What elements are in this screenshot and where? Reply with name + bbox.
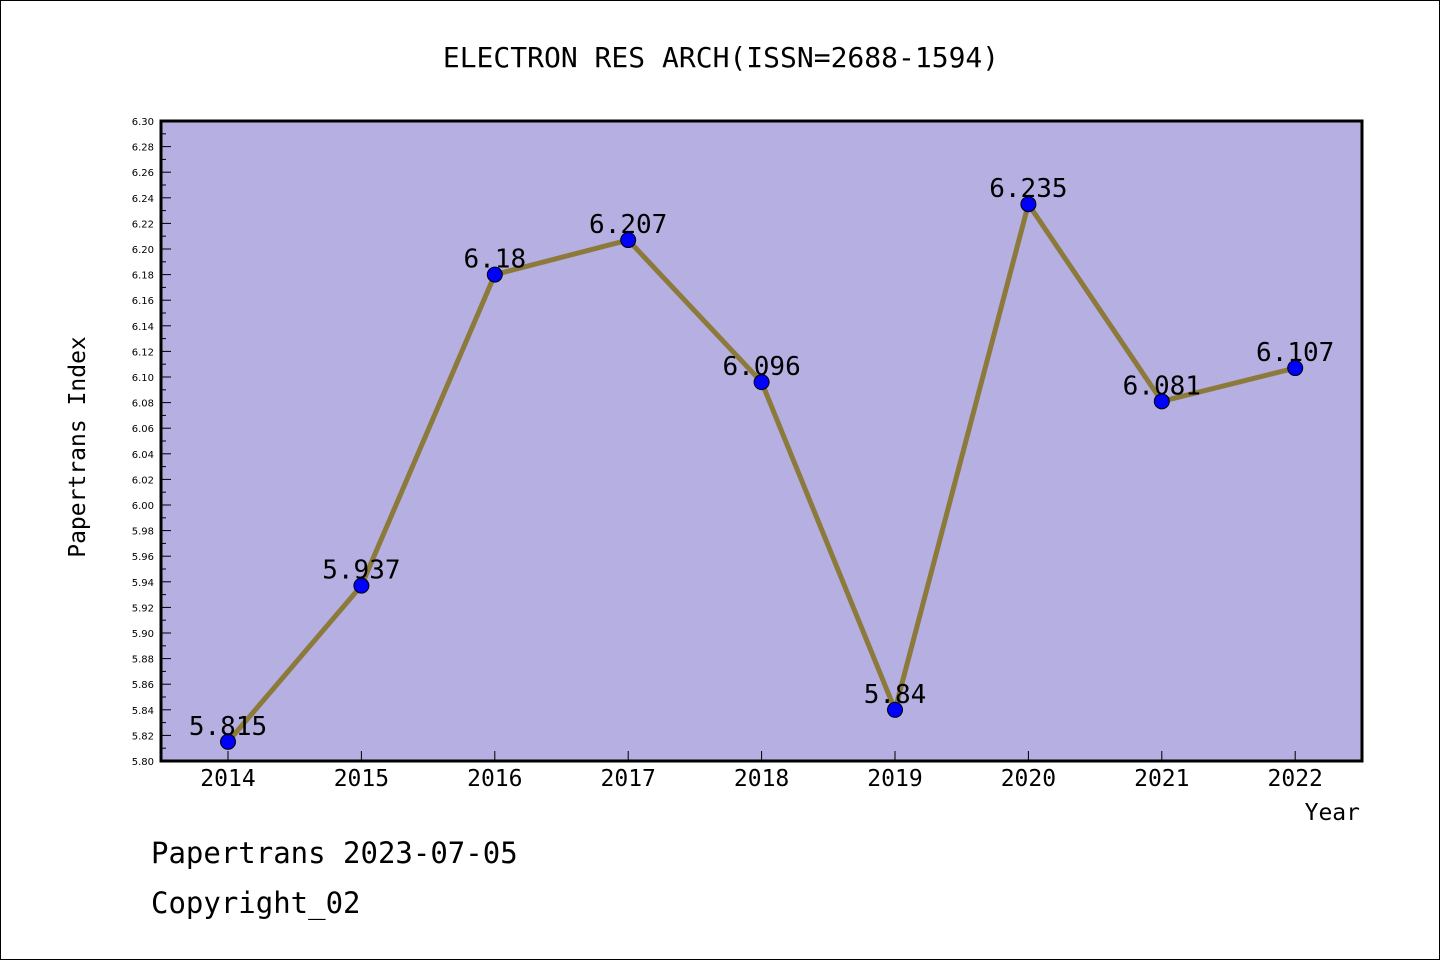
data-point (1287, 360, 1304, 377)
y-tick-label: 6.10 (132, 373, 154, 384)
data-point (220, 733, 236, 750)
plot-area (159, 119, 1364, 763)
y-tick-label: 6.28 (132, 143, 154, 154)
data-label: 5.937 (322, 556, 400, 586)
y-tick-label: 5.92 (132, 603, 154, 614)
y-tick-label: 6.12 (132, 347, 154, 358)
data-label: 6.207 (589, 210, 667, 240)
data-label: 6.235 (989, 174, 1067, 204)
x-tick-label: 2018 (734, 766, 789, 792)
data-point (620, 232, 637, 249)
data-label: 6.096 (722, 352, 800, 382)
y-tick-label: 5.86 (132, 680, 154, 691)
x-tick-label: 2016 (467, 766, 522, 792)
data-point (1153, 393, 1170, 410)
data-label: 5.815 (189, 712, 267, 742)
y-tick-label: 6.02 (132, 475, 154, 486)
footer-copyright: Copyright_02 (151, 886, 361, 920)
chart-title: ELECTRON RES ARCH(ISSN=2688-1594) (443, 41, 999, 74)
x-axis-label: Year (1305, 800, 1360, 826)
y-axis: 5.80 5.82 5.84 5.86 5.88 5.90 5.92 5.94 5.96 5.98… (132, 117, 171, 768)
y-tick-label: 6.26 (132, 168, 154, 179)
y-tick-label: 5.96 (132, 552, 154, 563)
footer-date-line: Papertrans 2023-07-05 (151, 836, 518, 870)
y-tick-label: 5.94 (132, 578, 154, 589)
x-tick-label: 2021 (1134, 766, 1189, 792)
data-point (1020, 196, 1037, 213)
y-tick-label: 5.90 (132, 629, 154, 640)
y-tick-label: 6.06 (132, 424, 154, 435)
data-point (753, 374, 770, 391)
series-layer: 5.815 5.937 6.18 6.207 6.096 5.84 6.235 6.081 6.… (189, 174, 1334, 750)
x-tick-label: 2022 (1268, 766, 1323, 792)
x-tick-label: 2017 (601, 766, 656, 792)
data-label: 5.84 (864, 680, 927, 710)
y-tick-label: 6.24 (132, 194, 154, 205)
data-point (353, 577, 370, 594)
y-tick-label: 6.22 (132, 219, 154, 230)
y-tick-label: 5.88 (132, 655, 154, 666)
y-tick-label: 5.84 (132, 706, 154, 717)
y-axis-label: Papertrans Index (65, 336, 91, 558)
y-tick-label: 5.98 (132, 527, 154, 538)
data-label: 6.18 (463, 245, 526, 275)
x-tick-label: 2015 (334, 766, 389, 792)
y-tick-label: 6.08 (132, 399, 154, 410)
y-tick-label: 6.00 (132, 501, 154, 512)
data-label: 6.081 (1123, 371, 1201, 401)
x-tick-label: 2019 (867, 766, 922, 792)
y-tick-label: 6.20 (132, 245, 154, 256)
y-tick-label: 6.14 (132, 322, 154, 333)
y-tick-label: 6.18 (132, 271, 154, 282)
x-tick-label: 2014 (200, 766, 255, 792)
y-tick-label: 5.82 (132, 731, 154, 742)
y-tick-label: 6.30 (132, 117, 154, 128)
y-tick-label: 6.16 (132, 296, 154, 307)
data-label: 6.107 (1256, 338, 1334, 368)
y-tick-label: 6.04 (132, 450, 154, 461)
data-point (486, 266, 503, 283)
x-tick-label: 2020 (1001, 766, 1056, 792)
x-axis: 2014 2015 2016 2017 2018 2019 2020 2021 2022 (200, 751, 1323, 792)
data-point (887, 701, 903, 718)
y-tick-label: 5.80 (132, 757, 154, 768)
